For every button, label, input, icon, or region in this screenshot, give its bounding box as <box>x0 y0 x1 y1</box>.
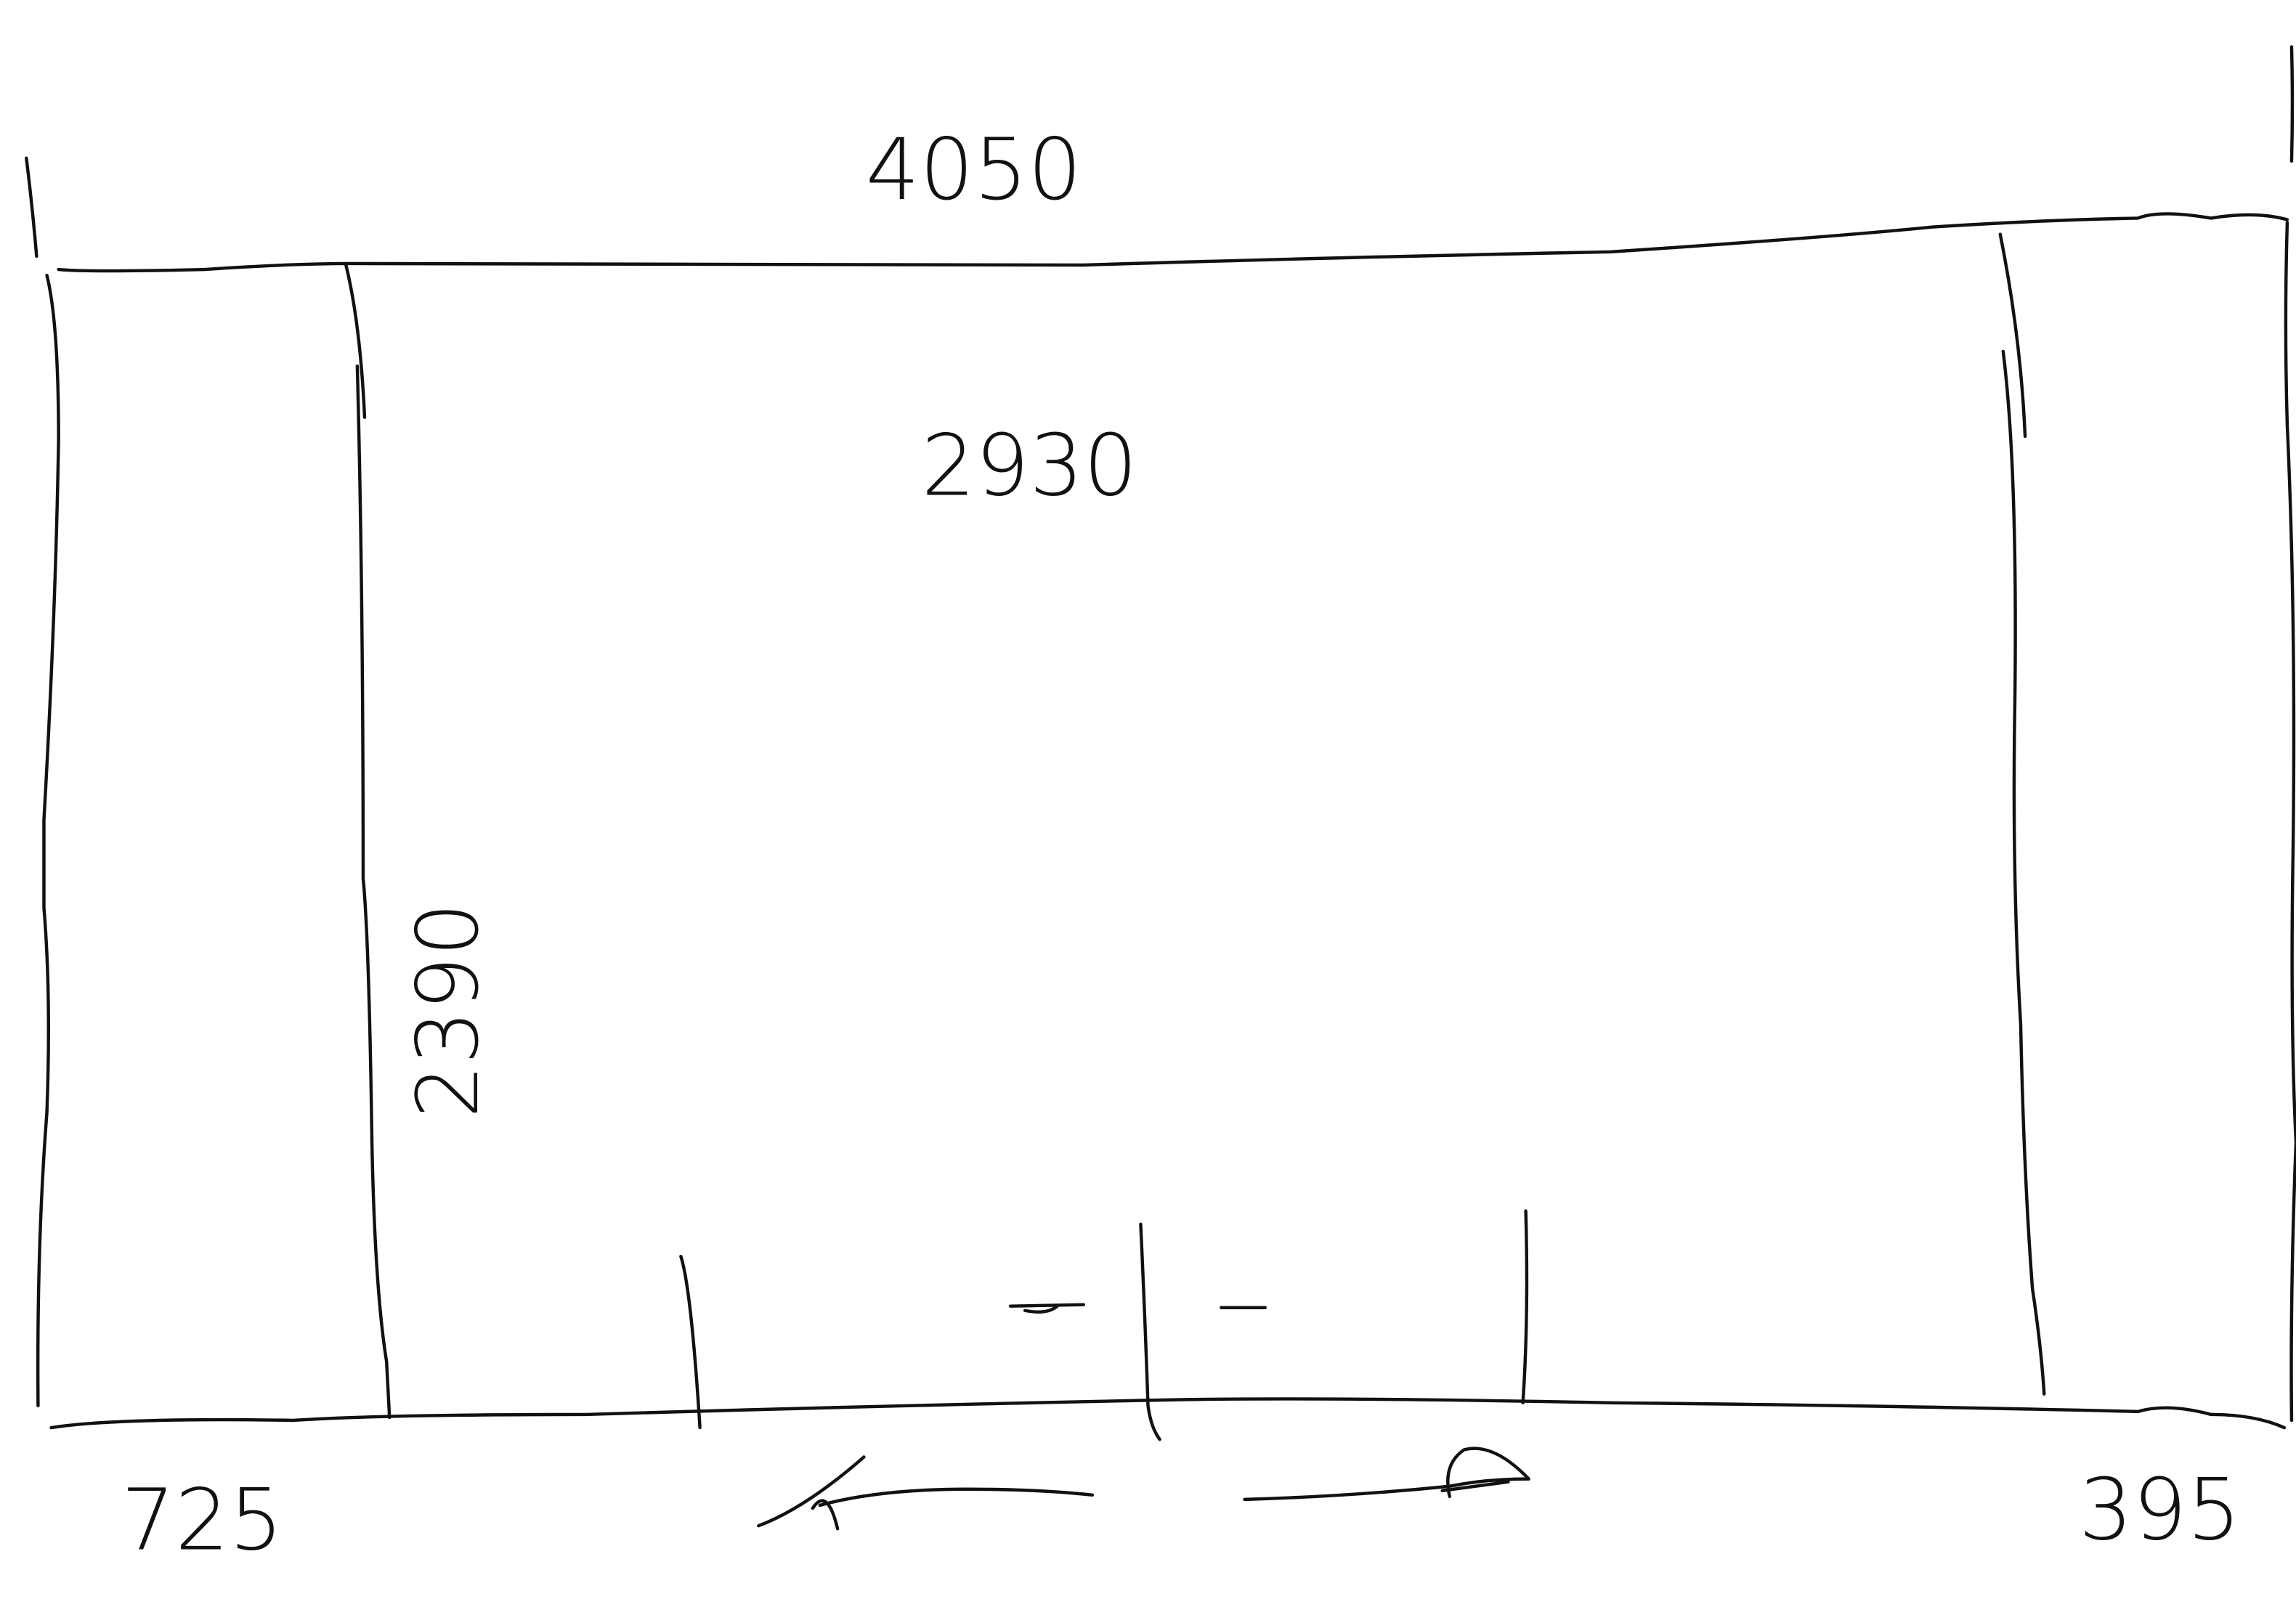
partition-mark <box>679 1254 702 1430</box>
bottom-wall <box>49 1397 2287 1430</box>
left-wall <box>36 273 60 1408</box>
dimension-tick <box>25 156 38 259</box>
inner-wall <box>2001 349 2046 1396</box>
inner-wall <box>344 261 367 419</box>
partition-mark <box>1139 1222 1161 1441</box>
inner-wall <box>355 364 392 1420</box>
dimension-label: 2930 <box>921 416 1137 516</box>
right-wall <box>2284 221 2296 1423</box>
top-wall <box>57 212 2289 273</box>
section-arrow <box>757 1455 1095 1531</box>
section-arrow <box>1243 1447 1530 1502</box>
partition-mark <box>1521 1209 1529 1405</box>
inner-wall <box>1998 232 2027 439</box>
dash-mark <box>1008 1303 1086 1314</box>
dimension-label: 2390 <box>398 903 498 1119</box>
dimension-label: 395 <box>2079 1460 2241 1559</box>
dimension-label: 4050 <box>866 120 1082 219</box>
dimension-label: 725 <box>121 1470 283 1569</box>
